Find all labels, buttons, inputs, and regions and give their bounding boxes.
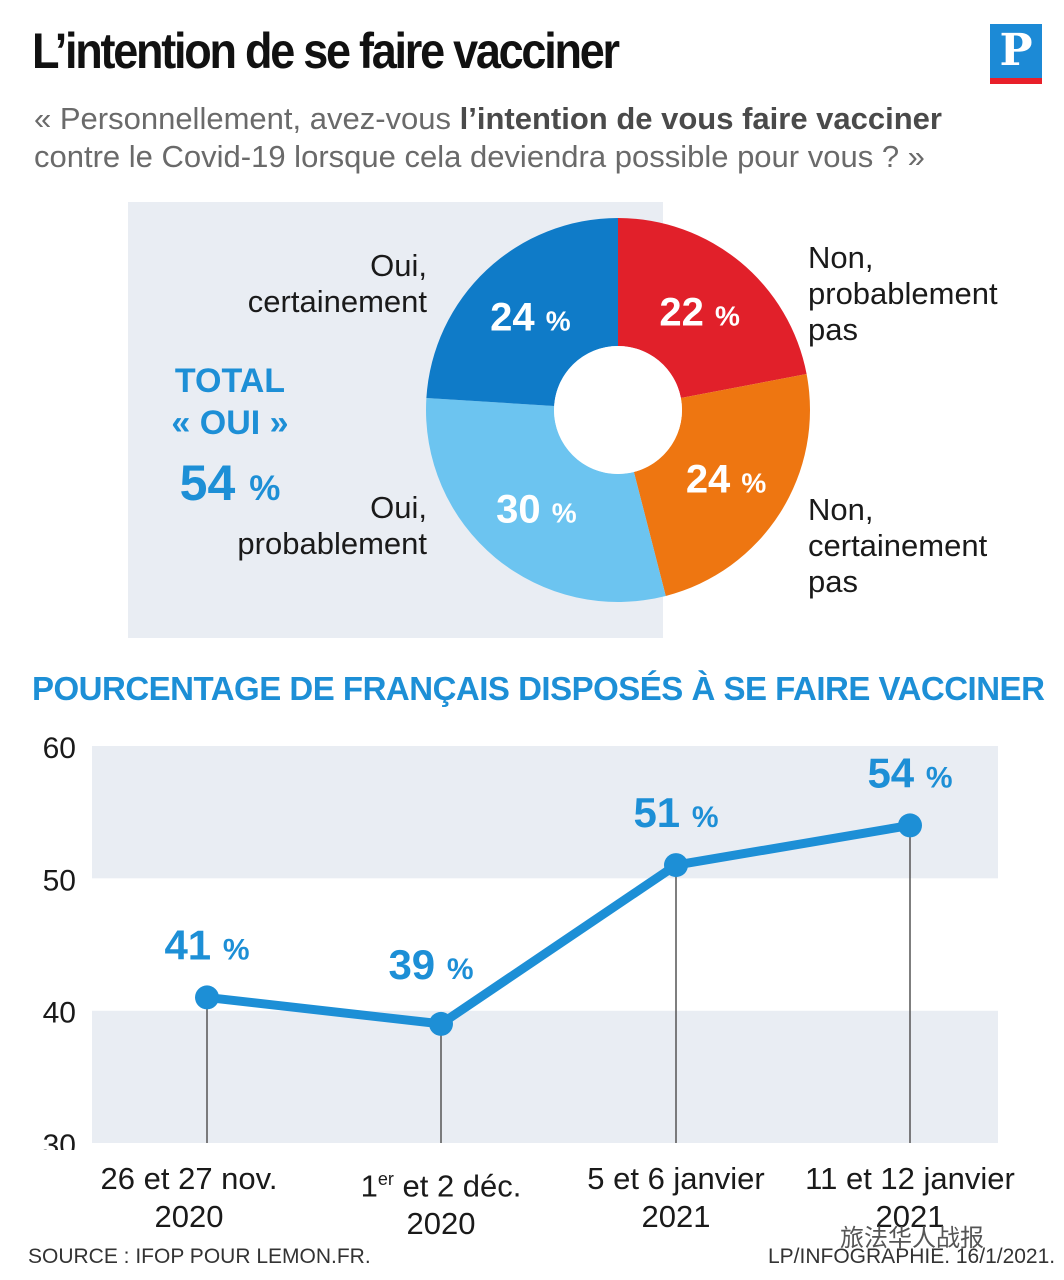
survey-question: « Personnellement, avez-vous l’intention…: [34, 100, 1034, 176]
label-line: probablement: [808, 276, 998, 311]
series-line: [206, 820, 911, 1029]
donut-chart: 22 %24 %30 %24 %: [426, 218, 811, 602]
pie-slice: [633, 374, 811, 596]
y-tick-label: 30: [43, 1129, 76, 1150]
label-line: Non,: [808, 492, 874, 527]
label-line: probablement: [237, 526, 427, 561]
x-tick-label: 5 et 6 janvier 2021: [587, 1161, 765, 1234]
pie-slice: [426, 397, 666, 602]
credit-note: LP/INFOGRAPHIE. 16/1/2021.: [768, 1245, 1056, 1268]
source-note: SOURCE : IFOP POUR LEMON.FR.: [28, 1245, 371, 1268]
label-oui-probablement: Oui, probablement: [237, 490, 427, 562]
question-open: « Personnellement, avez-vous: [34, 101, 460, 136]
x-tick-label: 26 et 27 nov. 2020: [100, 1161, 278, 1234]
x-tick-label: 11 et 12 janvier 2021: [805, 1161, 1015, 1234]
data-point: [664, 853, 688, 878]
watermark-text: 旅法华人战报: [840, 1225, 984, 1252]
question-rest: contre le Covid-19 lorsque cela deviendr…: [34, 139, 925, 174]
y-tick-label: 40: [43, 997, 76, 1030]
question-bold: l’intention de vous faire vacciner: [459, 101, 942, 136]
label-oui-certainement: Oui, certainement: [248, 248, 427, 320]
label-line: Non,: [808, 240, 874, 275]
label-line: certainement: [808, 528, 988, 563]
data-point: [898, 813, 922, 838]
donut-hole: [554, 346, 682, 474]
line-chart-title: POURCENTAGE DE FRANÇAIS DISPOSÉS À SE FA…: [32, 670, 1045, 707]
label-non-certainement-pas: Non, certainement pas: [808, 492, 987, 600]
label-line: pas: [808, 564, 858, 599]
y-tick-label: 50: [43, 864, 76, 897]
data-label: 51 %: [633, 789, 718, 836]
grid-band: [92, 878, 998, 1011]
x-tick-label: 1er et 2 déc. 2020: [360, 1168, 522, 1242]
label-non-probablement-pas: Non, probablement pas: [808, 240, 998, 348]
total-oui-label: « OUI »: [171, 404, 289, 442]
label-line: certainement: [247, 284, 427, 319]
grid-band: [92, 1010, 998, 1143]
label-line: Oui,: [370, 248, 427, 283]
total-value: 54 %: [140, 452, 320, 520]
page-title: L’intention de se faire vacciner: [32, 23, 620, 79]
data-point: [429, 1011, 453, 1036]
grid-band: [92, 746, 998, 879]
total-oui-box: TOTAL « OUI » 54 %: [140, 360, 320, 520]
pie-slice: [618, 218, 807, 399]
total-number: 54: [179, 455, 236, 511]
label-line: pas: [808, 312, 858, 347]
total-label: TOTAL: [174, 362, 286, 400]
label-line: Oui,: [370, 490, 427, 525]
data-point: [195, 985, 219, 1010]
y-tick-label: 60: [43, 732, 76, 765]
le-parisien-logo: P: [990, 24, 1042, 84]
pie-slice: [426, 218, 618, 406]
total-unit: %: [249, 469, 281, 508]
